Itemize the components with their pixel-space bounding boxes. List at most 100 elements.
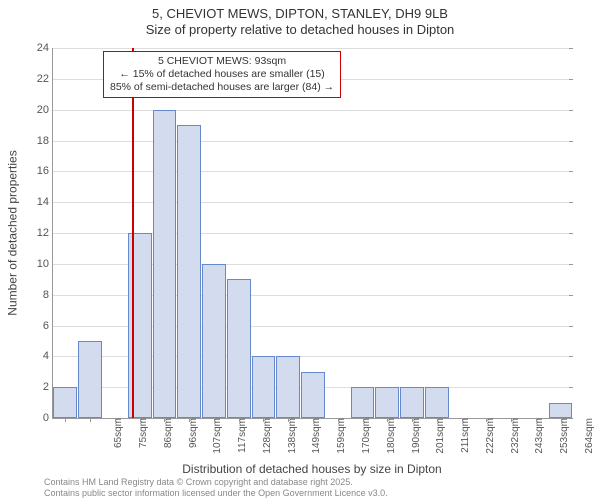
bar: [153, 110, 177, 418]
x-tick-mark: [214, 418, 215, 422]
grid-line: [53, 141, 573, 142]
grid-line: [53, 48, 573, 49]
bar: [301, 372, 325, 418]
x-tick-label: 190sqm: [409, 418, 422, 460]
y-tick-label: 2: [21, 381, 53, 393]
y-axis-label-wrap: Number of detached properties: [6, 48, 20, 418]
x-tick-mark: [561, 418, 562, 422]
bar: [78, 341, 102, 418]
x-tick-mark: [313, 418, 314, 422]
x-tick-mark: [115, 418, 116, 422]
x-tick-label: 65sqm: [111, 418, 124, 460]
y-tick-mark: [569, 79, 573, 80]
x-tick-mark: [288, 418, 289, 422]
x-tick-label: 264sqm: [582, 418, 595, 460]
x-tick-mark: [338, 418, 339, 422]
x-tick-mark: [90, 418, 91, 422]
bar: [227, 279, 251, 418]
bar: [425, 387, 449, 418]
y-tick-label: 22: [21, 73, 53, 85]
x-tick-mark: [363, 418, 364, 422]
y-tick-label: 0: [21, 412, 53, 424]
footer-line-1: Contains HM Land Registry data © Crown c…: [44, 477, 388, 487]
grid-line: [53, 110, 573, 111]
y-tick-mark: [569, 141, 573, 142]
x-tick-label: 117sqm: [235, 418, 248, 460]
bar: [53, 387, 77, 418]
x-tick-mark: [263, 418, 264, 422]
y-tick-label: 24: [21, 42, 53, 54]
x-tick-mark: [462, 418, 463, 422]
annotation-line: 85% of semi-detached houses are larger (…: [110, 81, 334, 94]
annotation-line: 5 CHEVIOT MEWS: 93sqm: [110, 55, 334, 68]
x-tick-mark: [387, 418, 388, 422]
y-tick-label: 12: [21, 227, 53, 239]
x-tick-mark: [239, 418, 240, 422]
y-tick-label: 14: [21, 196, 53, 208]
grid-line: [53, 202, 573, 203]
annotation-box: 5 CHEVIOT MEWS: 93sqm← 15% of detached h…: [103, 51, 341, 98]
bar: [375, 387, 399, 418]
y-tick-mark: [569, 264, 573, 265]
x-tick-mark: [412, 418, 413, 422]
x-tick-mark: [486, 418, 487, 422]
x-tick-label: 149sqm: [309, 418, 322, 460]
y-tick-mark: [569, 110, 573, 111]
x-tick-label: 201sqm: [433, 418, 446, 460]
x-tick-label: 159sqm: [334, 418, 347, 460]
y-tick-mark: [569, 326, 573, 327]
y-tick-label: 16: [21, 165, 53, 177]
title-line-2: Size of property relative to detached ho…: [0, 22, 600, 38]
x-tick-label: 180sqm: [384, 418, 397, 460]
x-tick-label: 107sqm: [210, 418, 223, 460]
footer: Contains HM Land Registry data © Crown c…: [44, 477, 388, 498]
x-tick-label: 128sqm: [260, 418, 273, 460]
x-tick-mark: [189, 418, 190, 422]
bar: [252, 356, 276, 418]
y-axis-label: Number of detached properties: [6, 150, 20, 315]
footer-line-2: Contains public sector information licen…: [44, 488, 388, 498]
x-tick-label: 253sqm: [557, 418, 570, 460]
x-tick-label: 170sqm: [359, 418, 372, 460]
x-tick-label: 222sqm: [483, 418, 496, 460]
y-tick-mark: [569, 356, 573, 357]
x-tick-label: 243sqm: [532, 418, 545, 460]
y-tick-mark: [569, 171, 573, 172]
y-tick-label: 18: [21, 135, 53, 147]
annotation-line: ← 15% of detached houses are smaller (15…: [110, 68, 334, 81]
y-tick-mark: [569, 233, 573, 234]
bar: [276, 356, 300, 418]
x-tick-label: 138sqm: [285, 418, 298, 460]
chart-title: 5, CHEVIOT MEWS, DIPTON, STANLEY, DH9 9L…: [0, 6, 600, 39]
y-tick-label: 20: [21, 104, 53, 116]
bar: [351, 387, 375, 418]
x-tick-mark: [536, 418, 537, 422]
y-tick-mark: [569, 387, 573, 388]
y-tick-mark: [569, 202, 573, 203]
x-tick-mark: [65, 418, 66, 422]
y-tick-mark: [569, 48, 573, 49]
x-tick-label: 211sqm: [458, 418, 471, 460]
y-tick-mark: [569, 295, 573, 296]
x-tick-label: 86sqm: [161, 418, 174, 460]
x-tick-label: 232sqm: [508, 418, 521, 460]
title-line-1: 5, CHEVIOT MEWS, DIPTON, STANLEY, DH9 9L…: [0, 6, 600, 22]
grid-line: [53, 171, 573, 172]
plot-area: 02468101214161820222465sqm75sqm86sqm96sq…: [52, 48, 573, 419]
x-tick-mark: [437, 418, 438, 422]
x-tick-mark: [164, 418, 165, 422]
y-tick-label: 4: [21, 350, 53, 362]
bar: [177, 125, 201, 418]
reference-line: [132, 48, 134, 418]
bar: [400, 387, 424, 418]
x-axis-label: Distribution of detached houses by size …: [52, 462, 572, 476]
x-tick-label: 96sqm: [186, 418, 199, 460]
x-tick-mark: [140, 418, 141, 422]
y-tick-label: 6: [21, 320, 53, 332]
y-tick-label: 10: [21, 258, 53, 270]
y-tick-label: 8: [21, 289, 53, 301]
bar: [202, 264, 226, 418]
bar: [549, 403, 573, 418]
x-tick-label: 75sqm: [136, 418, 149, 460]
x-tick-mark: [511, 418, 512, 422]
